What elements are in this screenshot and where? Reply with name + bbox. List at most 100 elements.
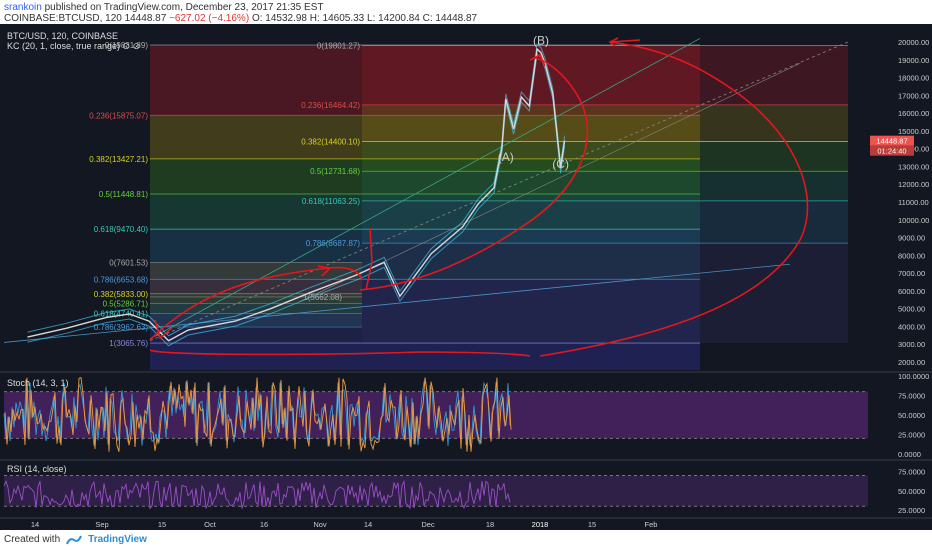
price-axis-tick: 18000.00: [898, 74, 929, 83]
stoch-axis-tick: 50.0000: [898, 411, 925, 420]
fib-label-left: 1(3065.76): [109, 339, 148, 348]
time-axis-tick: 16: [260, 520, 268, 529]
annotation-inner-loop: [359, 57, 589, 291]
rsi-title: RSI (14, close): [7, 464, 67, 474]
annotation-spike: [365, 227, 373, 291]
created-with: Created with: [4, 534, 61, 545]
fib-label-right: 0.618(11063.25): [302, 197, 360, 206]
price-axis-tick: 12000.00: [898, 180, 929, 189]
price-axis-tick: 6000.00: [898, 287, 925, 296]
annotation-arrowhead-left: [154, 319, 173, 340]
fib-label-left: 0.618(9470.40): [94, 225, 149, 234]
change-value: −627.02 (−4.16%): [169, 13, 250, 24]
publish-info: published on TradingView.com, December 2…: [44, 2, 324, 13]
stoch-axis-tick: 25.0000: [898, 431, 925, 440]
price-axis-tick: 19000.00: [898, 56, 929, 65]
fib-label-small: 0.382(5833.00): [94, 290, 149, 299]
publish-line: srankoin published on TradingView.com, D…: [4, 2, 323, 13]
time-axis-tick: 14: [364, 520, 372, 529]
rsi-axis-tick: 25.0000: [898, 506, 925, 515]
rsi-axis-tick: 75.0000: [898, 468, 925, 477]
price-axis-tick: 15000.00: [898, 127, 929, 136]
trendline-upper: [149, 38, 701, 340]
fib-label-right: 0.236(16464.42): [301, 101, 360, 110]
fib-label-left: 0(19831.89): [105, 41, 148, 50]
time-axis-tick: 14: [31, 520, 39, 529]
fib-zone-right: [362, 45, 848, 105]
time-axis-tick: Dec: [421, 520, 435, 529]
time-axis-tick: 15: [588, 520, 596, 529]
fib-zone-right: [362, 104, 848, 142]
fib-label-right: 0.382(14400.10): [301, 138, 360, 147]
fib-zone-left: [150, 229, 700, 280]
chart-area[interactable]: 0(19831.89) 0.236(15875.07) 0.382(13427.21…: [0, 0, 932, 532]
price-axis-tick: 9000.00: [898, 234, 925, 243]
author-link[interactable]: srankoin: [4, 2, 42, 13]
wave-label: (A): [498, 150, 514, 164]
fib-zone-left: [150, 158, 700, 195]
price-axis-tick: 2000.00: [898, 358, 925, 367]
stoch-title: Stoch (14, 3, 1): [7, 378, 69, 388]
fib-label-left: 0.786(6653.68): [94, 275, 149, 284]
stoch-axis-tick: 0.0000: [898, 450, 921, 459]
price-axis-tick: 5000.00: [898, 305, 925, 314]
fib-zone-right: [362, 200, 848, 244]
annotation-arrowhead-top: [529, 53, 546, 67]
time-axis-tick: Feb: [645, 520, 658, 529]
fib-zone-left: [150, 115, 700, 159]
stoch-axis-tick: 75.0000: [898, 392, 925, 401]
countdown-tag: [870, 145, 914, 156]
fib-label-small: 0(7601.53): [109, 258, 148, 267]
price-axis-tick: 8000.00: [898, 251, 925, 260]
price-axis-tick: 13000.00: [898, 162, 929, 171]
time-axis-tick: Oct: [204, 520, 217, 529]
annotation-base-line: [149, 349, 531, 357]
trendline-lower: [3, 263, 791, 343]
price-axis-tick: 10000.00: [898, 216, 929, 225]
fib-label-right: 0.786(8687.87): [306, 239, 361, 248]
wave-label: (C): [552, 157, 569, 171]
fib-zone-left: [150, 44, 700, 116]
fib-label-small: 0.786(3962.63): [94, 323, 149, 332]
price-axis-tick: 11000.00: [898, 198, 929, 207]
last-price-tag: [870, 135, 914, 146]
annotation-arrow-curve: [149, 266, 363, 341]
fib-label-left: 0.5(11448.81): [99, 190, 149, 199]
fib-zone-left: [150, 194, 700, 230]
fib-label-right: 0(19801.27): [317, 42, 360, 51]
annotation-arrowhead-right: [608, 37, 641, 47]
fib-label-small: 0.5(5286.71): [103, 300, 149, 309]
symbol-label: COINBASE:BTCUSD, 120: [4, 13, 122, 24]
chart-background: [0, 24, 932, 530]
time-axis-tick: Sep: [95, 520, 108, 529]
fib-label-small: 0.618(4740.41): [94, 309, 149, 318]
stoch-axis-tick: 100.0000: [898, 372, 929, 381]
indicator-kc: KC (20, 1, close, true range) ⊙ ⊙: [7, 41, 141, 51]
fib-label-right: 0.5(12731.68): [310, 167, 360, 176]
time-axis-tick: 2018: [532, 520, 549, 529]
fib-zone-left: [150, 279, 700, 344]
fib-zone-small: [150, 293, 362, 304]
last-price: 14448.87: [124, 13, 167, 24]
fib-zone-small: [150, 262, 362, 294]
chart-title: BTC/USD, 120, COINBASE: [7, 31, 119, 41]
keltner-upper: [27, 43, 566, 337]
fib-zone-base: [150, 343, 700, 370]
fib-label-small: 1(5662.08): [303, 293, 342, 302]
tradingview-logo-icon: [66, 535, 83, 544]
fib-label-left: 0.382(13427.21): [89, 155, 148, 164]
price-axis-background: [868, 24, 932, 530]
trendline-mid: [299, 63, 801, 302]
last-price-tag-text: 14448.87: [876, 137, 907, 146]
stoch-d-line: [4, 376, 512, 452]
price-axis-tick: 17000.00: [898, 91, 929, 100]
time-axis-tick: Nov: [313, 520, 327, 529]
fib-zone-right-low: [362, 243, 848, 344]
annotation-outer-loop: [539, 41, 809, 357]
tradingview-brand[interactable]: TradingView: [88, 534, 147, 545]
time-axis-tick: 15: [158, 520, 166, 529]
wave-label: (B): [533, 34, 549, 48]
price-axis-tick: 7000.00: [898, 269, 925, 278]
price-axis-tick: 4000.00: [898, 322, 925, 331]
trendline-dashed: [149, 41, 849, 342]
